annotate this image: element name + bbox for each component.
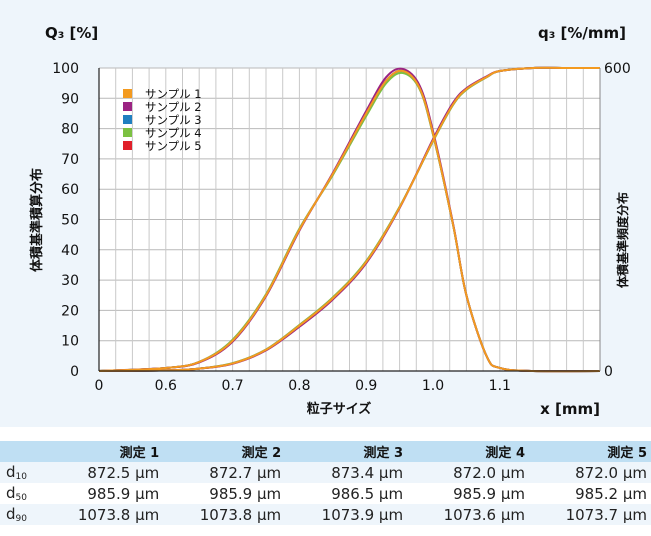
legend-label: サンプル 4 — [145, 126, 202, 140]
series-layer — [98, 66, 601, 373]
legend-swatch — [123, 141, 132, 150]
table-header-cell: 測定 2 — [241, 446, 282, 461]
left-axis-label: Q₃ [%] — [45, 24, 98, 42]
table-header-cell: 測定 3 — [363, 446, 404, 461]
table-cell: 872.5 µm — [87, 463, 160, 482]
legend-label: サンプル 5 — [145, 139, 202, 153]
legend-label: サンプル 1 — [145, 87, 202, 101]
frequency-line-sample-1 — [98, 69, 601, 373]
row-label: d90 — [6, 505, 27, 524]
y2-tick-label: 0 — [604, 364, 613, 380]
x-unit-label: x [mm] — [540, 400, 600, 418]
table-header-cell: 測定 4 — [485, 446, 525, 461]
table-cell: 872.0 µm — [575, 463, 647, 482]
table-cell: 986.5 µm — [331, 484, 404, 503]
particle-size-chart: 0 10 20 30 40 50 60 70 80 90 100 0 600 0 0.6 0.7 0.8 0.9 1… — [29, 24, 631, 418]
y-tick-label: 90 — [61, 91, 79, 107]
table-cell: 872.7 µm — [209, 463, 282, 482]
table-row: d10 872.5 µm 872.7 µm 873.4 µm 872.0 µm … — [0, 462, 651, 483]
y-tick-label: 60 — [61, 182, 79, 198]
y-tick-label: 30 — [61, 273, 79, 289]
table-cell: 985.9 µm — [87, 484, 160, 503]
table-header-cell — [0, 441, 41, 462]
table-header-row: 測定 1 測定 2 測定 3 測定 4 測定 5 — [0, 441, 651, 462]
left-vertical-label: 体積基準積算分布 — [29, 168, 45, 272]
y-tick-label: 70 — [61, 152, 79, 168]
statistics-table: 測定 1 測定 2 測定 3 測定 4 測定 5 d10 872.5 µm 87… — [0, 441, 651, 525]
x-tick-label: 0.6 — [155, 378, 177, 394]
x-tick-label: 0 — [95, 378, 104, 394]
cumulative-line-sample-1 — [98, 66, 600, 372]
x-tick-label: 0.8 — [288, 378, 310, 394]
table-cell: 1073.8 µm — [199, 505, 282, 524]
table-row: d90 1073.8 µm 1073.8 µm 1073.9 µm 1073.6… — [0, 504, 651, 525]
table-cell: 872.0 µm — [453, 463, 525, 482]
x-tick-label: 0.9 — [355, 378, 377, 394]
table-cell: 985.9 µm — [209, 484, 282, 503]
y-tick-label: 20 — [61, 303, 79, 319]
right-axis-label: q₃ [%/mm] — [538, 24, 626, 42]
x-tick-label: 1.0 — [422, 378, 444, 394]
right-vertical-label: 体積基準頻度分布 — [615, 192, 630, 288]
legend-swatch — [123, 128, 132, 137]
y2-tick-label: 600 — [604, 61, 631, 77]
legend-label: サンプル 2 — [145, 100, 202, 114]
y-tick-label: 40 — [61, 243, 79, 259]
table-cell: 873.4 µm — [331, 463, 404, 482]
row-label: d50 — [6, 484, 27, 503]
y-tick-label: 80 — [61, 122, 79, 138]
x-tick-label: 0.7 — [221, 378, 243, 394]
table-cell: 1073.6 µm — [443, 505, 525, 524]
y-tick-label: 50 — [61, 213, 79, 229]
legend-swatch — [123, 89, 132, 98]
table-cell: 985.2 µm — [575, 484, 647, 503]
axes: 0 10 20 30 40 50 60 70 80 90 100 0 600 0 0.6 0.7 0.8 0.9 1… — [52, 61, 630, 394]
x-tick-label: 1.1 — [489, 378, 511, 394]
chart-panel: 0 10 20 30 40 50 60 70 80 90 100 0 600 0 0.6 0.7 0.8 0.9 1… — [0, 0, 651, 427]
table-header-cell: 測定 1 — [119, 446, 160, 461]
table-cell: 985.9 µm — [453, 484, 525, 503]
legend-swatch — [123, 102, 132, 111]
row-label: d10 — [6, 463, 27, 482]
y-tick-label: 10 — [61, 334, 79, 350]
legend-swatch — [123, 115, 132, 124]
y-tick-label: 0 — [70, 364, 79, 380]
table-cell: 1073.7 µm — [565, 505, 647, 524]
y-tick-label: 100 — [52, 61, 79, 77]
table-header-cell: 測定 5 — [607, 446, 647, 461]
legend-label: サンプル 3 — [145, 113, 202, 127]
table-cell: 1073.9 µm — [321, 505, 404, 524]
table-cell: 1073.8 µm — [77, 505, 160, 524]
x-axis-label: 粒子サイズ — [307, 401, 372, 417]
table-row: d50 985.9 µm 985.9 µm 986.5 µm 985.9 µm … — [0, 483, 651, 504]
